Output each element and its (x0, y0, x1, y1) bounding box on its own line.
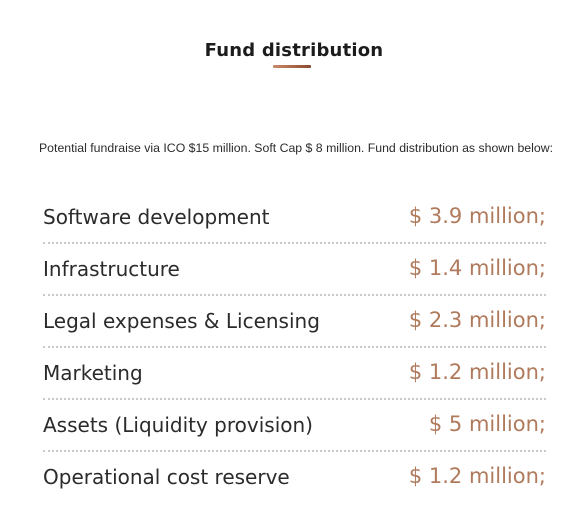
item-label: Infrastructure (43, 257, 180, 281)
section-title: Fund distribution (204, 40, 384, 62)
list-item-marketing: Marketing $ 1.2 million; (43, 348, 546, 400)
title-underline-divider (273, 65, 311, 68)
list-item-legal-licensing: Legal expenses & Licensing $ 2.3 million… (43, 296, 546, 348)
fund-distribution-list: Software development $ 3.9 million; Infr… (43, 192, 546, 504)
item-amount: $ 3.9 million; (408, 204, 546, 228)
intro-text: Potential fundraise via ICO $15 million.… (38, 141, 553, 156)
item-amount: $ 1.4 million; (408, 256, 546, 280)
list-item-software-development: Software development $ 3.9 million; (43, 192, 546, 244)
item-label: Legal expenses & Licensing (43, 309, 320, 333)
list-item-assets-liquidity: Assets (Liquidity provision) $ 5 million… (43, 400, 546, 452)
list-item-operational-reserve: Operational cost reserve $ 1.2 million; (43, 452, 546, 504)
item-amount: $ 5 million; (428, 412, 546, 436)
list-item-infrastructure: Infrastructure $ 1.4 million; (43, 244, 546, 296)
item-amount: $ 2.3 million; (408, 308, 546, 332)
item-amount: $ 1.2 million; (408, 464, 546, 488)
item-label: Assets (Liquidity provision) (43, 413, 313, 437)
item-label: Operational cost reserve (43, 465, 290, 489)
item-amount: $ 1.2 million; (408, 360, 546, 384)
item-label: Marketing (43, 361, 143, 385)
item-label: Software development (43, 205, 270, 229)
